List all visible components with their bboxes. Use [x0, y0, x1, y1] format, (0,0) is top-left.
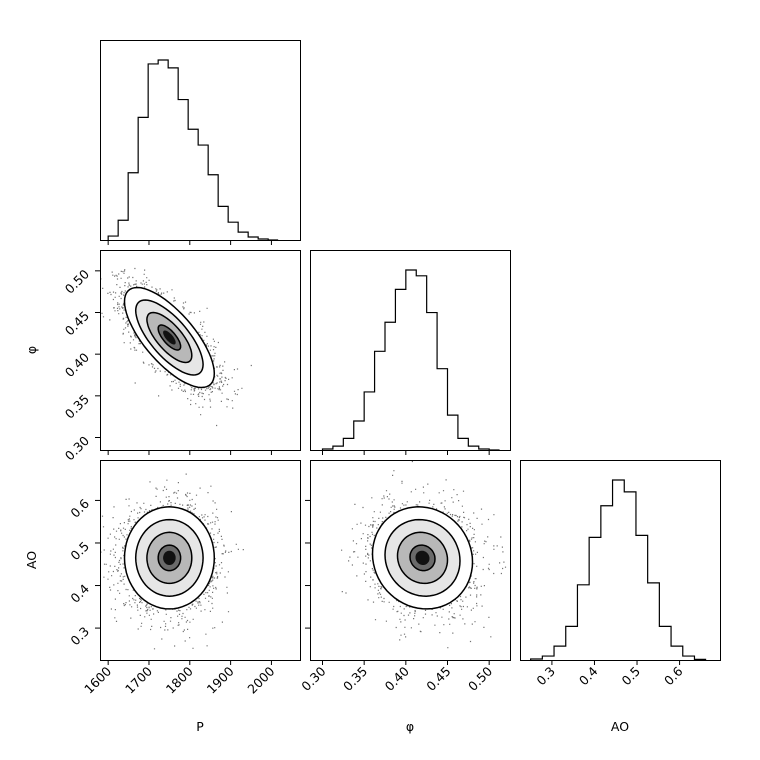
- text-layer: 0.30 0.35 0.40 0.45 0.50 1600 1700 1800 1900 2000…: [24, 266, 686, 734]
- x-tick-label: 0.30: [298, 663, 328, 693]
- contour-line: [157, 324, 182, 351]
- x-tick-label: 1700: [122, 663, 155, 696]
- panel-frame: [310, 250, 511, 451]
- contour-line: [371, 506, 474, 610]
- x-tick-label: 1800: [163, 663, 196, 696]
- y-tick-label: 0.45: [62, 308, 92, 338]
- contour-line: [409, 544, 436, 572]
- panel-frame: [100, 40, 301, 241]
- panel-φ-AO: [341, 460, 507, 649]
- x-tick-label: 0.3: [533, 664, 558, 689]
- panel-frame: [100, 250, 301, 451]
- panel-frame: [520, 460, 721, 661]
- x-axis-title-3: AO: [611, 719, 629, 734]
- x-axis-title-1: P: [196, 719, 204, 734]
- y-tick-label: 0.6: [67, 496, 92, 521]
- panel-frame: [310, 460, 511, 661]
- contour-line: [396, 531, 449, 585]
- y-tick-label: 0.5: [67, 538, 92, 563]
- contour-line: [134, 299, 204, 376]
- x-tick-label: 0.5: [618, 664, 643, 689]
- density-core: [415, 550, 430, 565]
- y-axis-title-2: AO: [24, 551, 39, 569]
- contour-line: [146, 311, 193, 364]
- panel-frame: [100, 460, 301, 661]
- y-tick-label: 0.40: [62, 350, 92, 380]
- y-tick-label: 0.50: [62, 266, 92, 296]
- density-core: [163, 550, 176, 565]
- panel-P-AO: [100, 473, 244, 650]
- contour-line: [157, 544, 182, 572]
- x-tick-label: 1900: [204, 663, 237, 696]
- y-tick-label: 0.35: [62, 391, 92, 421]
- contour-line: [134, 518, 204, 597]
- histogram-φ: [321, 269, 500, 451]
- contour-line: [123, 286, 216, 389]
- x-tick-label: 0.6: [661, 663, 686, 688]
- x-tick-label: 0.35: [340, 664, 370, 694]
- y-tick-label: 0.30: [62, 433, 92, 463]
- contour-line: [123, 506, 216, 610]
- y-axis-title-1: φ: [24, 346, 39, 354]
- line-layer: [107, 59, 707, 661]
- density-layer: [100, 267, 507, 650]
- frame-layer: [95, 40, 721, 665]
- x-tick-label: 0.4: [576, 663, 601, 688]
- panel-P-φ: [100, 267, 252, 427]
- histogram-AO: [530, 479, 707, 661]
- density-core: [163, 330, 176, 345]
- x-tick-label: 0.45: [423, 664, 453, 694]
- x-tick-label: 2000: [244, 663, 277, 696]
- y-tick-label: 0.3: [67, 624, 92, 649]
- x-tick-label: 1600: [81, 663, 114, 696]
- x-tick-label: 0.40: [382, 663, 412, 693]
- contour-line: [146, 531, 193, 585]
- scatter-points: [341, 460, 507, 649]
- histogram-P: [107, 59, 279, 241]
- y-tick-label: 0.4: [67, 581, 92, 606]
- contour-line: [384, 518, 461, 597]
- x-tick-label: 0.50: [465, 663, 495, 693]
- x-axis-title-2: φ: [406, 719, 414, 734]
